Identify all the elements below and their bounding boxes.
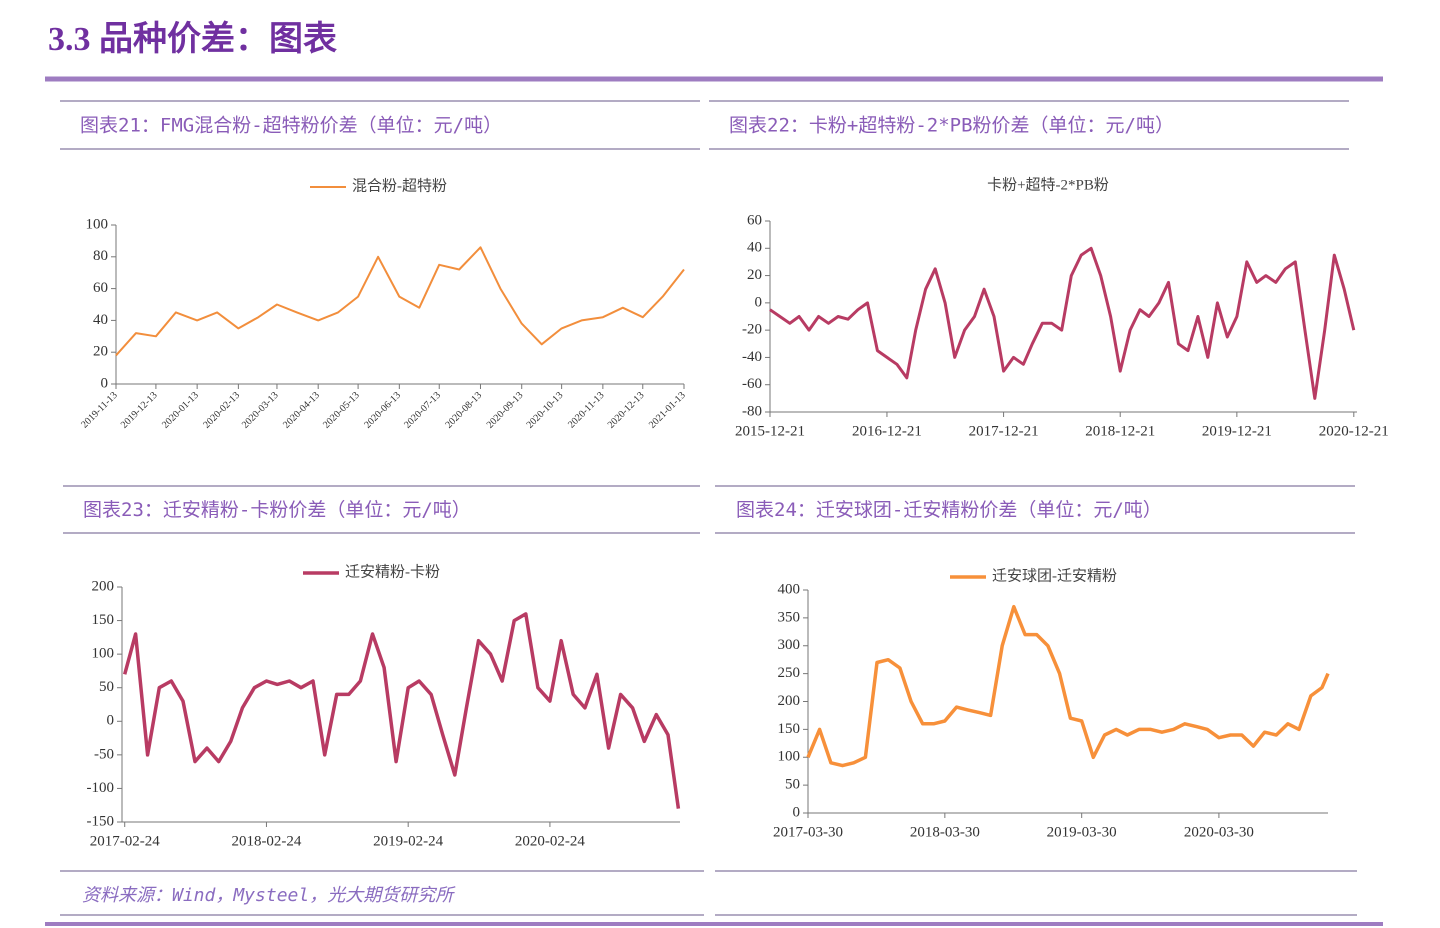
y-tick-label: -50	[94, 746, 114, 762]
x-tick-label: 2018-03-30	[910, 824, 980, 840]
y-tick-label: 300	[778, 637, 801, 653]
x-tick-label: 2020-02-24	[515, 833, 585, 849]
y-tick-label: 100	[86, 216, 109, 232]
source-note: 资料来源：Wind，Mysteel，光大期货研究所	[82, 885, 456, 906]
y-tick-label: -40	[742, 349, 762, 365]
x-tick-label: 2021-01-13	[647, 390, 688, 431]
x-tick-label: 2020-08-13	[443, 390, 484, 431]
series-line	[769, 246, 1356, 400]
y-tick-label: 200	[778, 693, 801, 709]
x-tick-label: 2019-03-30	[1047, 824, 1117, 840]
x-tick-label: 2017-03-30	[773, 824, 843, 840]
y-tick-label: 20	[93, 344, 108, 360]
y-tick-label: 80	[93, 248, 108, 264]
x-tick-label: 2019-12-21	[1202, 423, 1272, 439]
y-tick-label: -80	[742, 403, 762, 419]
y-tick-label: 150	[92, 612, 115, 628]
series-line	[115, 246, 685, 357]
y-tick-label: 0	[755, 294, 763, 310]
y-tick-label: 40	[747, 240, 762, 256]
x-tick-label: 2015-12-21	[735, 423, 805, 439]
x-tick-label: 2019-12-13	[119, 390, 160, 431]
x-tick-label: 2020-07-13	[402, 390, 443, 431]
y-tick-label: 400	[778, 581, 801, 597]
x-tick-label: 2017-02-24	[90, 833, 160, 849]
legend-label: 混合粉-超特粉	[352, 177, 447, 194]
x-tick-label: 2018-12-21	[1085, 423, 1155, 439]
x-tick-label: 2020-03-13	[240, 390, 281, 431]
page-title: 3.3 品种价差：图表	[48, 20, 337, 58]
x-tick-label: 2020-05-13	[321, 390, 362, 431]
y-tick-label: -60	[742, 376, 762, 392]
chart-title: 图表23：迁安精粉-卡粉价差（单位：元/吨）	[83, 499, 471, 521]
x-tick-label: 2018-02-24	[231, 833, 301, 849]
x-tick-label: 2019-11-13	[79, 390, 120, 431]
y-tick-label: 50	[785, 777, 800, 793]
series-line	[806, 604, 1330, 768]
x-tick-label: 2020-09-13	[485, 390, 526, 431]
y-tick-label: 250	[778, 665, 801, 681]
x-tick-label: 2020-06-13	[362, 390, 403, 431]
x-tick-label: 2020-04-13	[281, 390, 322, 431]
y-tick-label: 350	[778, 609, 801, 625]
x-tick-label: 2020-12-21	[1319, 423, 1389, 439]
x-tick-label: 2019-02-24	[373, 833, 443, 849]
y-tick-label: -150	[87, 813, 115, 829]
y-tick-label: 0	[107, 713, 115, 729]
x-tick-label: 2020-01-13	[160, 390, 201, 431]
x-tick-label: 2020-10-13	[525, 390, 566, 431]
y-tick-label: -100	[87, 780, 115, 796]
y-tick-label: 150	[778, 721, 801, 737]
y-tick-label: 0	[101, 375, 109, 391]
x-tick-label: 2017-12-21	[969, 423, 1039, 439]
x-tick-label: 2020-11-13	[566, 390, 607, 431]
y-tick-label: 60	[747, 212, 762, 228]
y-tick-label: 100	[778, 749, 801, 765]
y-tick-label: 40	[93, 312, 108, 328]
y-tick-label: 60	[93, 280, 108, 296]
chart-title: 图表24：迁安球团-迁安精粉价差（单位：元/吨）	[736, 499, 1162, 521]
chart-title: 图表21：FMG混合粉-超特粉价差（单位：元/吨）	[80, 115, 502, 137]
chart-title: 图表22：卡粉+超特粉-2*PB粉价差（单位：元/吨）	[729, 115, 1174, 137]
y-tick-label: 200	[92, 578, 115, 594]
legend-label: 卡粉+超特-2*PB粉	[987, 176, 1109, 193]
y-tick-label: 20	[747, 267, 762, 283]
x-tick-label: 2020-02-13	[201, 390, 242, 431]
y-tick-label: 50	[99, 679, 114, 695]
y-tick-label: 100	[92, 646, 115, 662]
y-tick-label: 0	[793, 804, 801, 820]
series-line	[123, 612, 681, 809]
legend-label: 迁安精粉-卡粉	[345, 563, 440, 580]
x-tick-label: 2020-03-30	[1184, 824, 1254, 840]
y-tick-label: -20	[742, 322, 762, 338]
x-tick-label: 2016-12-21	[852, 423, 922, 439]
legend-label: 迁安球团-迁安精粉	[992, 567, 1117, 584]
x-tick-label: 2020-12-13	[606, 390, 647, 431]
